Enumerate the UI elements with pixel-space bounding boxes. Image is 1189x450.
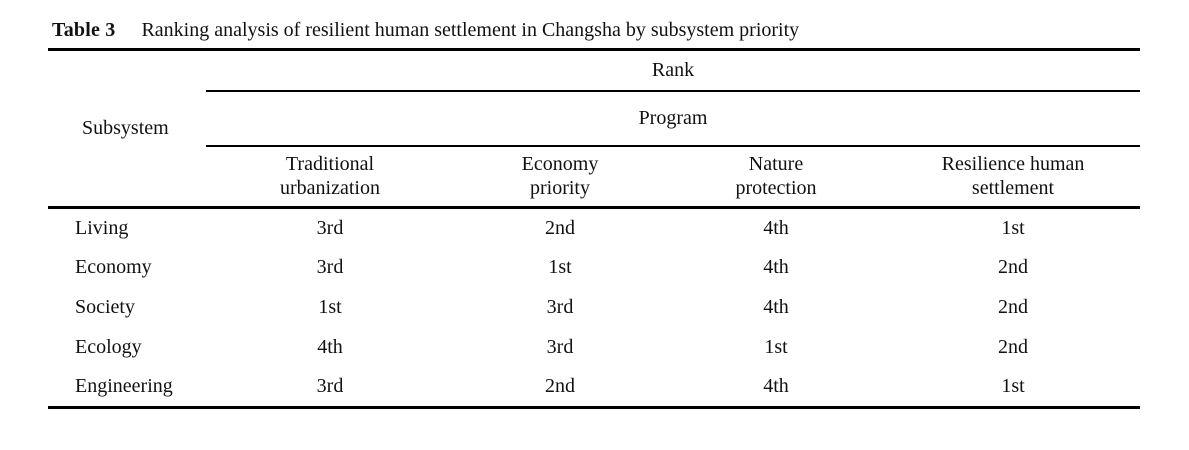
row-label: Ecology [75, 336, 142, 358]
rank-cell: 2nd [998, 256, 1029, 278]
column-header-traditional-urbanization: Traditional urbanization [206, 145, 454, 209]
row-label: Living [75, 216, 129, 239]
group-header-rank: Rank [206, 49, 1141, 92]
rank-cell: 4th [317, 336, 343, 358]
row-label: Economy [75, 256, 152, 278]
column-header-economy-priority: Economy priority [454, 145, 666, 209]
rank-cell: 3rd [316, 375, 344, 398]
caption-text: Ranking analysis of resilient human sett… [141, 18, 800, 41]
row-label: Engineering [75, 375, 173, 398]
rank-cell: 1st [1001, 216, 1025, 239]
rank-cell: 3rd [546, 336, 574, 358]
table-row-living: Living 3rd 2nd 4th 1st [48, 208, 1140, 248]
rank-cell: 2nd [998, 336, 1029, 358]
column-header-line: Nature [748, 153, 804, 176]
table-row-engineering: Engineering 3rd 2nd 4th 1st [48, 368, 1140, 408]
column-header-nature-protection: Nature protection [666, 145, 886, 209]
column-header-line: priority [530, 177, 590, 200]
rank-cell: 3rd [316, 256, 344, 278]
column-header-line: urbanization [280, 177, 380, 200]
column-header-line: Resilience human [941, 153, 1085, 176]
rank-cell: 3rd [316, 216, 344, 239]
corner-header-subsystem: Subsystem [48, 49, 206, 209]
column-header-resilience-human-settlement: Resilience human settlement [886, 145, 1141, 209]
rank-cell: 4th [763, 216, 789, 239]
column-header-line: settlement [971, 177, 1055, 200]
column-header-line: Traditional [285, 153, 375, 176]
column-header-line: protection [735, 177, 817, 200]
rank-cell: 2nd [998, 296, 1029, 318]
rank-cell: 2nd [545, 216, 575, 239]
rank-cell: 3rd [546, 296, 574, 318]
rank-cell: 1st [764, 336, 788, 358]
table-caption: Table 3 Ranking analysis of resilient hu… [48, 12, 1140, 48]
header-row-columns: Traditional urbanization Economy priorit… [48, 145, 1141, 209]
rank-cell: 4th [763, 375, 789, 398]
table-row-economy: Economy 3rd 1st 4th 2nd [48, 248, 1140, 288]
rank-cell: 1st [548, 256, 572, 278]
group-header-program: Program [206, 90, 1141, 147]
table-row-ecology: Ecology 4th 3rd 1st 2nd [48, 328, 1140, 368]
table-number: Table 3 [52, 18, 116, 41]
ranking-table: Subsystem Rank Program Traditional urban… [48, 48, 1141, 409]
row-label: Society [75, 296, 135, 318]
rank-cell: 2nd [545, 375, 575, 398]
header-row-program: Program [48, 90, 1141, 147]
rank-cell: 4th [763, 256, 789, 278]
rank-cell: 1st [318, 296, 342, 318]
column-header-line: Economy [521, 153, 599, 176]
rank-cell: 4th [763, 296, 789, 318]
rank-cell: 1st [1001, 375, 1025, 398]
header-row-rank: Subsystem Rank [48, 49, 1141, 209]
table-row-society: Society 1st 3rd 4th 2nd [48, 288, 1140, 328]
